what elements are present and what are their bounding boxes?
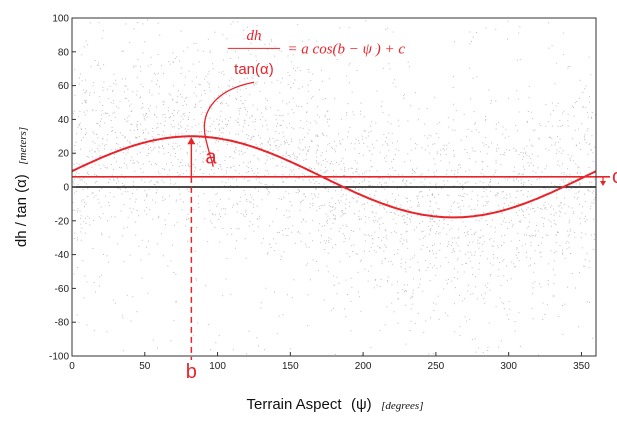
equation-denominator: tan(α) xyxy=(234,61,274,78)
x-tick-label: 100 xyxy=(209,361,226,372)
x-tick-label: 250 xyxy=(428,361,445,372)
offset-arrowhead xyxy=(600,181,606,186)
y-tick-label: 80 xyxy=(58,47,70,58)
x-tick-label: 350 xyxy=(573,361,590,372)
y-tick-label: -100 xyxy=(49,352,69,363)
y-tick-label: 60 xyxy=(58,81,70,92)
y-axis-unit: [meters] xyxy=(17,127,29,165)
x-tick-label: 150 xyxy=(282,361,299,372)
y-tick-label: 100 xyxy=(52,14,69,25)
equation-rhs: = a cos(b − ψ ) + c xyxy=(287,41,405,57)
x-axis-ticks: 0 50 100 150 200 250 300 350 xyxy=(69,352,590,372)
y-tick-label: 0 xyxy=(63,183,69,194)
x-axis-symbol: (ψ) xyxy=(351,396,372,413)
fit-curve xyxy=(71,135,597,219)
y-axis-title: dh / tan (α) [meters] xyxy=(13,127,30,247)
y-tick-label: 40 xyxy=(58,115,70,126)
y-tick-label: -20 xyxy=(55,216,70,227)
y-tick-label: -40 xyxy=(55,250,70,261)
equation-leader-line xyxy=(203,81,255,167)
x-axis-title: Terrain Aspect (ψ) [degrees] xyxy=(246,396,423,413)
equation-numerator: dh xyxy=(246,28,261,44)
y-axis-label: dh / tan (α) xyxy=(13,174,30,247)
offset-label: c xyxy=(612,166,617,188)
amplitude-arrowhead xyxy=(187,137,196,145)
y-tick-label: 20 xyxy=(58,149,70,160)
y-tick-label: -80 xyxy=(55,318,70,329)
y-axis-ticks: -100 -80 -60 -40 -20 0 20 40 60 80 100 xyxy=(49,14,76,363)
x-axis-unit: [degrees] xyxy=(381,400,423,412)
x-axis-label: Terrain Aspect xyxy=(246,396,342,413)
y-tick-label: -60 xyxy=(55,284,70,295)
x-tick-label: 50 xyxy=(139,361,151,372)
x-tick-label: 0 xyxy=(69,361,75,372)
x-tick-label: 300 xyxy=(500,361,517,372)
phase-label: b xyxy=(186,361,197,383)
x-tick-label: 200 xyxy=(355,361,372,372)
